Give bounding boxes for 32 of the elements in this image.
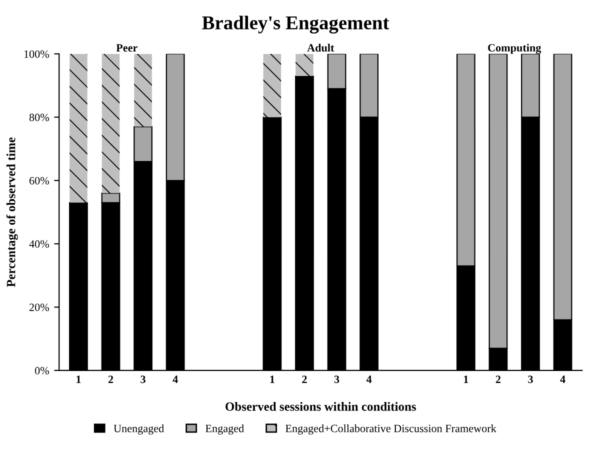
text: Adult — [307, 44, 334, 52]
y-tick-label: 20% — [30, 304, 49, 312]
x-tick-label: 2 — [108, 376, 114, 383]
bar — [296, 54, 314, 76]
y-tick-label: 100% — [24, 50, 49, 58]
x-axis-title: Observed sessions within conditions — [226, 402, 416, 411]
x-tick-label: 4 — [560, 376, 566, 383]
x-tick-label: 1 — [76, 376, 81, 383]
y-tick-label: 40% — [29, 240, 49, 248]
x-tick-label: 4 — [172, 376, 178, 383]
y-tick-label: 80% — [29, 114, 49, 122]
legend-label: Unengaged — [114, 424, 164, 435]
x-tick-label: 4 — [366, 376, 372, 383]
x-tick-label: 2 — [302, 376, 307, 383]
y-tick-label: 60% — [29, 176, 49, 184]
bar — [102, 54, 120, 194]
text: Peer — [116, 44, 138, 52]
text: Computing — [488, 44, 542, 54]
x-tick-label: 2 — [496, 376, 500, 383]
x-tick-label: 3 — [528, 376, 533, 384]
x-tick-label: 1 — [270, 376, 274, 383]
x-tick-label: 3 — [334, 376, 340, 384]
x-tick-label: 3 — [140, 376, 146, 384]
y-axis-title: Percentage of observed time — [6, 137, 18, 287]
y-tick-label: 0% — [34, 366, 49, 374]
bar — [134, 54, 152, 127]
legend-label: Engaged — [206, 424, 244, 435]
x-tick-label: 1 — [464, 376, 468, 383]
legend-label: Engaged+Collaborative Discussion Framework — [286, 424, 496, 435]
bar — [70, 54, 88, 203]
bar — [263, 54, 282, 118]
chart-title: Bradley's Engagement — [202, 16, 390, 34]
